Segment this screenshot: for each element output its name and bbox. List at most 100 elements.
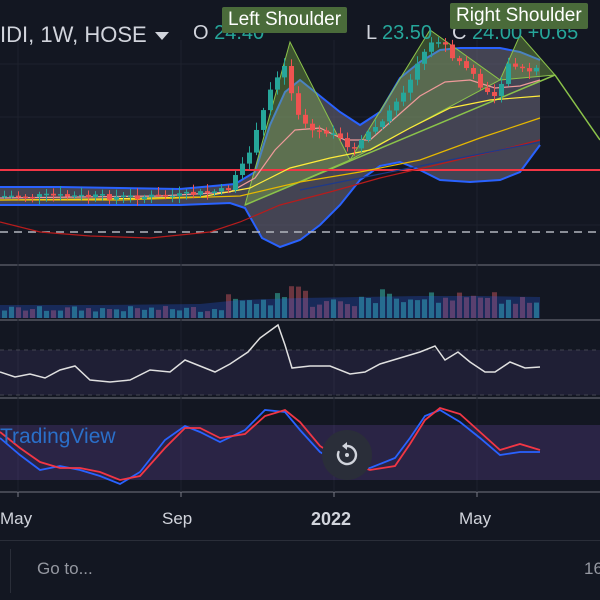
volume-bar xyxy=(443,297,448,318)
stoch-d-line xyxy=(0,407,541,481)
projection-line xyxy=(554,74,600,141)
replay-button[interactable] xyxy=(322,430,372,480)
left-shoulder-label[interactable]: Left Shoulder xyxy=(222,7,348,33)
volume-bar xyxy=(205,311,210,318)
candle xyxy=(275,77,280,90)
volume-bars[interactable] xyxy=(2,286,539,318)
candle xyxy=(128,195,133,197)
candle xyxy=(16,195,21,198)
volume-bar xyxy=(93,311,98,318)
volume-bar xyxy=(387,293,392,318)
candle xyxy=(366,131,371,140)
candle xyxy=(457,58,462,62)
volume-bar xyxy=(464,297,469,318)
right-shoulder-label[interactable]: Right Shoulder xyxy=(450,3,588,29)
candle xyxy=(247,152,252,164)
candle xyxy=(513,63,518,67)
candle xyxy=(492,92,497,97)
candle xyxy=(352,147,357,149)
volume-bar xyxy=(408,299,413,318)
volume-bar xyxy=(352,306,357,318)
volume-bar xyxy=(450,300,455,318)
candle xyxy=(114,196,119,200)
volume-ma-area xyxy=(0,296,540,318)
candle xyxy=(212,191,217,193)
volume-bar xyxy=(121,311,126,318)
candle xyxy=(198,191,203,195)
low-value: 23.50 xyxy=(381,22,433,44)
volume-bar xyxy=(373,303,378,318)
goto-bar: Go to... 16 xyxy=(0,540,600,600)
candle xyxy=(226,188,231,191)
volume-bar xyxy=(534,302,539,318)
volume-bar xyxy=(359,296,364,318)
volume-bar xyxy=(485,297,490,318)
candle xyxy=(2,195,7,198)
candle xyxy=(37,194,42,198)
candlesticks[interactable] xyxy=(2,37,539,206)
candle xyxy=(387,110,392,122)
candle xyxy=(422,51,427,64)
volume-bar xyxy=(100,308,105,318)
candle xyxy=(443,42,448,45)
candle xyxy=(191,191,196,195)
volume-bar xyxy=(366,297,371,318)
candle xyxy=(478,73,483,88)
symbol-selector[interactable]: IDI, 1W, HOSE xyxy=(0,22,169,48)
volume-bar xyxy=(191,307,196,318)
volume-bar xyxy=(296,286,301,318)
candle xyxy=(30,196,35,199)
candle xyxy=(156,194,161,197)
candle xyxy=(65,194,70,197)
candle xyxy=(261,110,266,130)
candle xyxy=(177,193,182,196)
candle xyxy=(170,195,175,198)
candle xyxy=(135,195,140,200)
volume-bar xyxy=(317,304,322,318)
open-label: O xyxy=(193,22,209,44)
volume-bar xyxy=(233,298,238,318)
ma-blue xyxy=(299,141,541,191)
low-readout: L 23.50 xyxy=(366,22,432,45)
stoch-k-line xyxy=(0,408,540,486)
right-shoulder-shape xyxy=(499,34,557,81)
volume-bar xyxy=(114,309,119,318)
divider xyxy=(10,549,11,593)
volume-bar xyxy=(429,292,434,318)
volume-bar xyxy=(170,309,175,318)
x-tick-label: May xyxy=(0,509,33,528)
candle xyxy=(338,133,343,139)
volume-bar xyxy=(401,302,406,318)
volume-bar xyxy=(107,309,112,318)
candle xyxy=(429,42,434,52)
volume-bar xyxy=(436,302,441,318)
candle xyxy=(373,126,378,132)
candle xyxy=(464,61,469,69)
volume-bar xyxy=(457,292,462,318)
volume-bar xyxy=(303,290,308,318)
candle xyxy=(254,129,259,153)
chevron-down-icon xyxy=(154,32,169,41)
candle xyxy=(233,175,238,191)
goto-button[interactable]: Go to... xyxy=(37,559,93,578)
volume-bar xyxy=(163,306,168,318)
candle xyxy=(121,195,126,197)
volume-bar xyxy=(37,306,42,318)
candle xyxy=(331,133,336,135)
candle xyxy=(499,83,504,97)
volume-bar xyxy=(478,297,483,318)
volume-bar xyxy=(380,289,385,318)
candle xyxy=(219,188,224,192)
volume-bar xyxy=(65,307,70,318)
volume-bar xyxy=(247,300,252,318)
candle xyxy=(51,193,56,196)
bollinger-upper xyxy=(0,47,541,191)
candle xyxy=(380,121,385,127)
ma-slow xyxy=(0,117,541,201)
candle xyxy=(86,194,91,198)
volume-bar xyxy=(135,308,140,318)
volume-bar xyxy=(324,301,329,318)
volume-bar xyxy=(149,307,154,318)
